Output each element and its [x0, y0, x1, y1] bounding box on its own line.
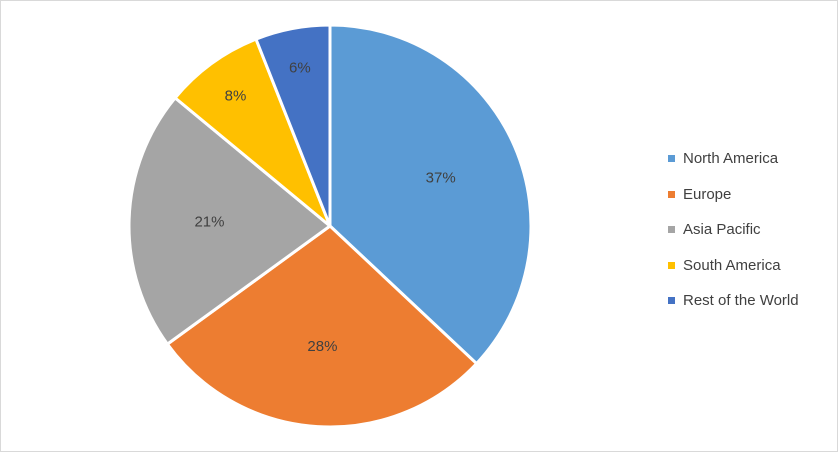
legend-item-north-america: North America: [668, 141, 833, 177]
legend-swatch-south-america: [668, 261, 675, 269]
legend-item-europe: Europe: [668, 177, 833, 213]
legend-label-asia-pacific: Asia Pacific: [683, 221, 761, 239]
data-label-north-america: 37%: [426, 170, 456, 187]
pie-slice-south-america: [173, 37, 332, 228]
legend-swatch-europe: [668, 190, 675, 198]
legend-label-europe: Europe: [683, 185, 732, 203]
data-label-rest-of-the-world: 6%: [289, 60, 311, 77]
legend-swatch-asia-pacific: [668, 226, 675, 234]
legend-swatch-north-america: [668, 155, 675, 163]
data-label-europe: 28%: [307, 338, 337, 355]
legend: North America Europe Asia Pacific South …: [668, 141, 833, 319]
legend-item-asia-pacific: Asia Pacific: [668, 212, 833, 248]
pie-slice-rest-of-the-world: [254, 23, 332, 228]
data-label-south-america: 8%: [225, 87, 247, 104]
pie-slice-europe: [165, 224, 479, 429]
legend-label-rest-of-the-world: Rest of the World: [683, 292, 799, 310]
legend-swatch-rest-of-the-world: [668, 297, 675, 305]
legend-label-south-america: South America: [683, 256, 781, 274]
data-label-asia-pacific: 21%: [194, 214, 224, 231]
legend-item-rest-of-the-world: Rest of the World: [668, 283, 833, 319]
pie-slice-asia-pacific: [127, 96, 332, 346]
pie-slice-north-america: [328, 23, 533, 366]
legend-item-south-america: South America: [668, 248, 833, 284]
legend-label-north-america: North America: [683, 150, 779, 168]
